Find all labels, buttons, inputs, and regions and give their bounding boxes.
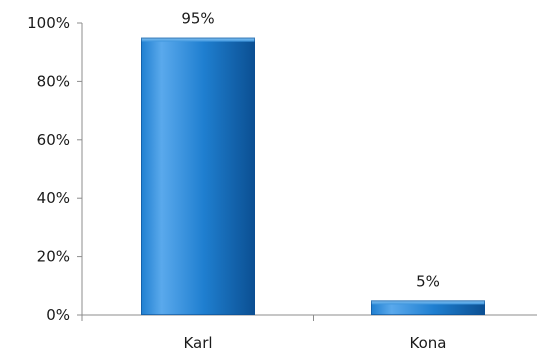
bar-top-highlight — [141, 37, 255, 42]
y-tick-label: 80% — [37, 72, 70, 90]
y-tick-label: 40% — [37, 189, 70, 207]
x-category-label: Kona — [410, 334, 447, 352]
y-tick-label: 0% — [46, 306, 70, 324]
data-labels: 95% Karl 5% Kona — [181, 10, 446, 352]
y-tick-label: 20% — [37, 248, 70, 266]
bar-top-highlight — [371, 300, 485, 305]
y-axis: 0% 20% 40% 60% 80% 100% — [27, 14, 83, 324]
bar-outline — [141, 37, 255, 315]
data-label: 95% — [181, 10, 214, 28]
y-tick-label: 60% — [37, 131, 70, 149]
bar-karl — [141, 37, 255, 315]
bar-series — [141, 37, 485, 315]
y-tick-label: 100% — [27, 14, 70, 32]
data-label: 5% — [416, 272, 440, 290]
x-axis — [81, 314, 537, 321]
bar-outline — [371, 300, 485, 315]
x-category-label: Karl — [183, 334, 212, 352]
